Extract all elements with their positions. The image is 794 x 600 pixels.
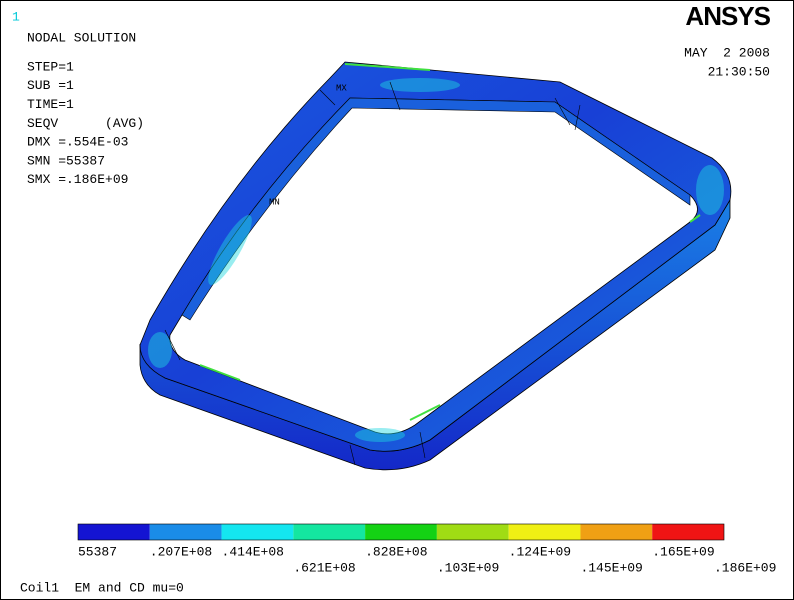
legend-swatch <box>437 524 509 540</box>
legend-swatch <box>580 524 652 540</box>
info-line: SEQV (AVG) <box>27 116 144 131</box>
min-marker: MN <box>269 197 280 207</box>
window-number: 1 <box>12 9 20 24</box>
legend-label: .165E+09 <box>652 544 714 559</box>
legend-label: .186E+09 <box>714 560 776 575</box>
legend-label: .124E+09 <box>509 544 571 559</box>
time: 21:30:50 <box>708 64 770 79</box>
legend-label: .103E+09 <box>437 560 499 575</box>
footer: Coil1 EM and CD mu=0 <box>20 580 184 595</box>
legend-swatch <box>293 524 365 540</box>
legend-swatch <box>652 524 724 540</box>
legend-swatch <box>509 524 581 540</box>
info-line: STEP=1 <box>27 59 74 74</box>
info-line: DMX =.554E-03 <box>27 135 128 150</box>
info-line: TIME=1 <box>27 97 74 112</box>
legend-swatch <box>365 524 437 540</box>
info-line: SUB =1 <box>27 78 74 93</box>
legend-label: 55387 <box>78 544 117 559</box>
legend-label: .828E+08 <box>365 544 427 559</box>
max-marker: MX <box>336 83 347 93</box>
ansys-plot: 1 ANSYS NODAL SOLUTION STEP=1 SUB =1 TIME=… <box>0 0 794 600</box>
legend-label: .207E+08 <box>150 544 212 559</box>
legend-label: .145E+09 <box>580 560 642 575</box>
info-line: SMX =.186E+09 <box>27 172 128 187</box>
legend-swatch <box>78 524 150 540</box>
info-line: SMN =55387 <box>27 153 105 168</box>
legend-swatch <box>222 524 294 540</box>
date: MAY 2 2008 <box>684 45 770 60</box>
legend-label: .414E+08 <box>222 544 284 559</box>
legend-label: .621E+08 <box>293 560 355 575</box>
legend-swatch <box>150 524 222 540</box>
logo: ANSYS <box>685 1 770 31</box>
plot-title: NODAL SOLUTION <box>27 30 136 45</box>
